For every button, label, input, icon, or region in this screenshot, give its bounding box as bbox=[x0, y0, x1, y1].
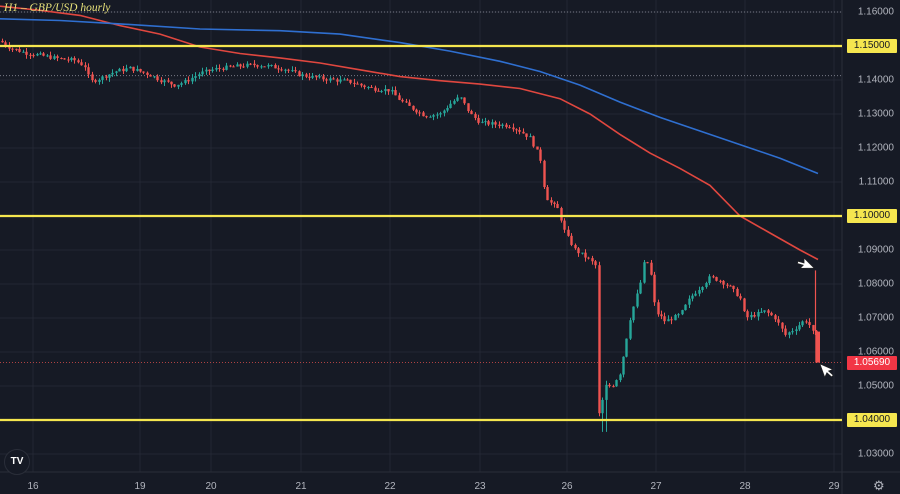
time-axis-label: 26 bbox=[561, 481, 573, 492]
price-axis-label: 1.12000 bbox=[857, 142, 894, 154]
time-axis-label: 16 bbox=[27, 481, 39, 492]
price-axis-label: 1.14000 bbox=[857, 74, 894, 86]
grid-lines bbox=[0, 0, 842, 472]
price-axis-label: 1.06000 bbox=[857, 346, 894, 358]
gear-icon[interactable]: ⚙ bbox=[873, 478, 885, 493]
price-axis-label: 1.13000 bbox=[857, 108, 894, 120]
price-axis-label: 1.09000 bbox=[857, 244, 894, 256]
time-axis-label: 21 bbox=[295, 481, 307, 492]
time-axis-label: 22 bbox=[384, 481, 396, 492]
price-axis-label: 1.05000 bbox=[857, 380, 894, 392]
price-axis-label: 1.16000 bbox=[857, 6, 894, 18]
time-axis-label: 23 bbox=[474, 481, 486, 492]
price-level-tag: 1.10000 bbox=[847, 209, 897, 223]
last-price-tag: 1.05690 bbox=[847, 355, 897, 370]
cursor-arrow-icon bbox=[819, 363, 834, 378]
tradingview-logo-icon[interactable]: TV bbox=[4, 449, 30, 475]
arrow-icon bbox=[797, 257, 815, 269]
time-axis-label: 20 bbox=[205, 481, 217, 492]
moving-average-red-line bbox=[0, 5, 819, 261]
price-axis-label: 1.08000 bbox=[857, 278, 894, 290]
candlesticks bbox=[1, 38, 818, 432]
price-level-tag: 1.04000 bbox=[847, 413, 897, 427]
moving-average-blue-line bbox=[0, 18, 819, 175]
time-axis-label: 29 bbox=[828, 481, 840, 492]
chart-title: H1 – GBP/USD hourly bbox=[4, 2, 111, 14]
time-axis-label: 28 bbox=[739, 481, 751, 492]
price-level-tag: 1.15000 bbox=[847, 39, 897, 53]
last-candle bbox=[817, 331, 820, 363]
price-axis-label: 1.03000 bbox=[857, 448, 894, 460]
price-axis-label: 1.11000 bbox=[858, 176, 894, 188]
time-axis-label: 19 bbox=[134, 481, 146, 492]
time-axis-label: 27 bbox=[650, 481, 662, 492]
price-axis-label: 1.07000 bbox=[857, 312, 894, 324]
